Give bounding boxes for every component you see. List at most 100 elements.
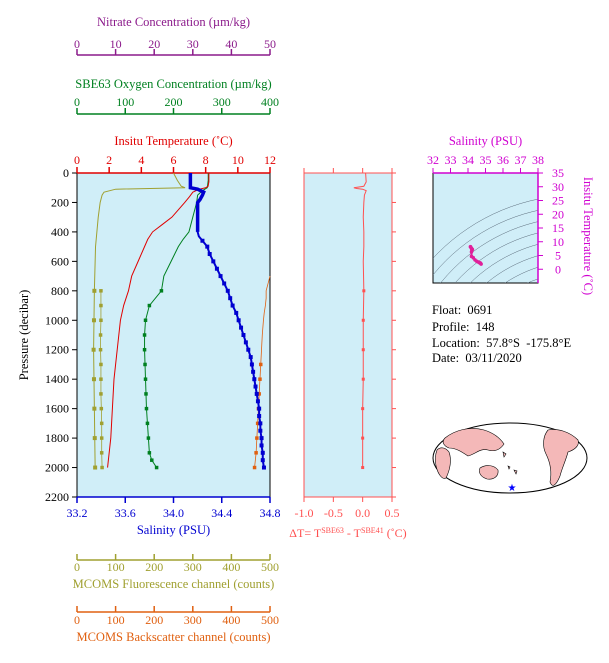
ts-profile-point <box>469 250 474 254</box>
delta-t-profile-point <box>362 289 366 293</box>
salinity-tick-label: 34.4 <box>211 506 232 520</box>
oxygen-tick-label: 0 <box>74 95 80 109</box>
nitrate-profile-point <box>92 406 97 411</box>
delta-t-profile-point <box>361 466 365 470</box>
temperature-tick-label: 8 <box>203 153 209 167</box>
ts-y-tick-label: 35 <box>552 166 564 180</box>
temperature-tick-label: 2 <box>106 153 112 167</box>
nitrate-tick-label: 30 <box>187 37 199 51</box>
ts-x-axis-label: Salinity (PSU) <box>449 134 522 148</box>
oxygen-profile-point <box>147 303 152 308</box>
salinity-tick-label: 34.8 <box>260 506 281 520</box>
fluorescence-profile-point <box>99 362 103 367</box>
salinity-profile-point <box>260 450 265 455</box>
ts-x-tick-label: 36 <box>497 153 509 167</box>
ts-x-tick-label: 32 <box>427 153 439 167</box>
salinity-profile-point <box>200 238 205 243</box>
salinity-profile-point <box>260 458 265 463</box>
ts-y-tick-label: 20 <box>552 207 564 221</box>
pressure-axis-label: Pressure (decibar) <box>17 290 31 381</box>
pressure-tick-label: 400 <box>51 225 69 239</box>
delta-t-profile-line <box>353 172 367 468</box>
salinity-profile-point <box>241 333 246 337</box>
ts-y-tick-label: 5 <box>555 249 561 263</box>
fluorescence-profile-point <box>100 465 104 470</box>
backscatter-tick-label: 400 <box>222 613 240 627</box>
ts-y-tick-label: 30 <box>552 180 564 194</box>
delta-t-plot-area <box>303 172 393 498</box>
pressure-tick-label: 2200 <box>45 490 69 504</box>
delta-t-axis-text: (˚C) <box>384 526 407 540</box>
nitrate-tick-label: 50 <box>264 37 276 51</box>
backscatter-tick-label: 200 <box>145 613 163 627</box>
oxygen-profile-point <box>147 451 152 455</box>
delta-t-tick-label: -0.5 <box>324 506 343 520</box>
fluorescence-profile-point <box>99 303 103 308</box>
salinity-axis-label: Salinity (PSU) <box>137 523 210 537</box>
delta-t-axis-label: ΔT= TSBE63 - TSBE41 (˚C) <box>289 526 406 541</box>
salinity-profile-point <box>259 443 264 448</box>
delta-t-tick-label: 0.0 <box>355 506 370 520</box>
salinity-tick-label: 33.2 <box>67 506 88 520</box>
nitrate-tick-label: 20 <box>148 37 160 51</box>
salinity-profile-point <box>207 252 212 256</box>
ts-x-tick-label: 38 <box>532 153 544 167</box>
delta-t-axis-text: - T <box>344 526 362 540</box>
date-text: Date: 03/11/2020 <box>432 351 522 365</box>
pressure-tick-label: 600 <box>51 254 69 268</box>
salinity-profile-point <box>251 369 256 374</box>
temperature-tick-label: 4 <box>138 153 144 167</box>
delta-t-profile-point <box>361 407 365 411</box>
oxygen-profile-point <box>142 333 147 337</box>
salinity-profile-point <box>218 274 223 279</box>
temperature-profile-line <box>107 173 210 468</box>
oxygen-profile-point <box>143 377 148 381</box>
ts-y-tick-label: 0 <box>555 262 561 276</box>
salinity-profile-point <box>255 399 260 404</box>
backscatter-tick-label: 0 <box>74 613 80 627</box>
backscatter-profile-line <box>254 275 271 468</box>
oxygen-profile-point <box>144 406 149 411</box>
salinity-profile-point <box>259 436 264 441</box>
nitrate-profile-point <box>91 318 96 323</box>
oxygen-profile-point <box>144 392 148 396</box>
salinity-profile-point <box>248 355 253 360</box>
salinity-tick-label: 34.0 <box>163 506 184 520</box>
location-text: Location: 57.8°S -175.8°E <box>432 336 572 350</box>
salinity-profile-point <box>236 318 241 323</box>
salinity-profile-point <box>243 340 248 345</box>
salinity-profile-point <box>230 303 235 308</box>
salinity-tick-label: 33.6 <box>115 506 136 520</box>
pressure-tick-label: 1000 <box>45 313 69 327</box>
oxygen-tick-label: 200 <box>165 95 183 109</box>
fluorescence-axis-label: MCOMS Fluorescence channel (counts) <box>73 577 275 591</box>
pressure-tick-label: 2000 <box>45 461 69 475</box>
temperature-axis-label: Insitu Temperature (˚C) <box>114 134 232 148</box>
pressure-tick-label: 1400 <box>45 372 69 386</box>
backscatter-profile-point <box>254 451 258 455</box>
fluorescence-profile-point <box>99 436 104 440</box>
oxygen-profile-point <box>159 289 164 293</box>
nitrate-tick-label: 40 <box>225 37 237 51</box>
salinity-profile-point <box>225 288 230 293</box>
salinity-profile-point <box>258 428 263 433</box>
oxygen-profile-point <box>143 362 147 367</box>
ts-y-tick-label: 10 <box>552 235 564 249</box>
ts-x-tick-label: 37 <box>515 153 527 167</box>
ts-plot-area <box>432 172 539 284</box>
backscatter-profile-point <box>257 392 261 396</box>
pressure-tick-label: 1600 <box>45 402 69 416</box>
pressure-tick-label: 800 <box>51 284 69 298</box>
delta-t-axis-superscript: SBE41 <box>361 526 384 535</box>
pressure-tick-label: 0 <box>63 166 69 180</box>
delta-t-tick-label: -1.0 <box>295 506 314 520</box>
temperature-tick-label: 10 <box>232 153 244 167</box>
fluorescence-profile-point <box>98 333 103 337</box>
salinity-profile-point <box>234 310 239 315</box>
ts-x-tick-label: 34 <box>462 153 474 167</box>
ts-profile-point <box>479 262 483 266</box>
float-location-map: ★ <box>432 422 588 494</box>
salinity-profile-point <box>258 421 263 426</box>
temperature-tick-label: 0 <box>74 153 80 167</box>
